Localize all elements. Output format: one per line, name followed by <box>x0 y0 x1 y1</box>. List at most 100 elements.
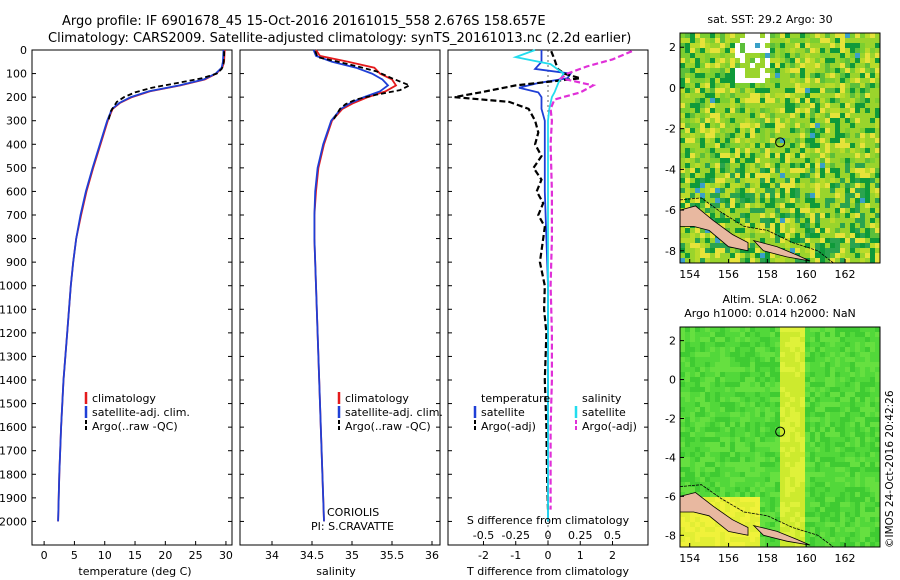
map-cell <box>715 63 720 68</box>
map-cell <box>755 223 760 228</box>
map-cell <box>680 397 685 402</box>
map-cell <box>765 108 770 113</box>
map-cell <box>725 502 730 507</box>
map-cell <box>870 143 875 148</box>
map-cell <box>855 138 860 143</box>
map-cell <box>805 457 810 462</box>
map-cell <box>780 397 785 402</box>
map-cell <box>820 53 825 58</box>
map-cell <box>760 507 765 512</box>
map-cell <box>875 502 880 507</box>
map-cell <box>875 522 880 527</box>
map-cell <box>825 143 830 148</box>
map-cell <box>745 63 750 68</box>
map-cell <box>740 68 745 73</box>
map-cell <box>805 98 810 103</box>
map-cell <box>790 352 795 357</box>
map-cell <box>790 437 795 442</box>
map-cell <box>780 113 785 118</box>
map-cell <box>855 422 860 427</box>
map-cell <box>800 138 805 143</box>
map-cell <box>715 118 720 123</box>
map-cell <box>685 38 690 43</box>
map-cell <box>735 412 740 417</box>
map-cell <box>710 337 715 342</box>
map-cell <box>720 507 725 512</box>
map-cell <box>780 402 785 407</box>
map-cell <box>725 507 730 512</box>
map-cell <box>710 477 715 482</box>
map-cell <box>795 38 800 43</box>
map-cell <box>875 223 880 228</box>
map-cell <box>780 417 785 422</box>
map-cell <box>725 392 730 397</box>
map-cell <box>720 178 725 183</box>
map-cell <box>710 63 715 68</box>
map-cell <box>775 43 780 48</box>
map-cell <box>845 58 850 63</box>
map-cell <box>735 517 740 522</box>
map-cell <box>765 402 770 407</box>
map-cell <box>835 397 840 402</box>
map-cell <box>865 73 870 78</box>
map-cell <box>835 402 840 407</box>
map-cell <box>720 497 725 502</box>
map-cell <box>685 512 690 517</box>
map-cell <box>715 53 720 58</box>
map-cell <box>865 153 870 158</box>
map-cell <box>760 482 765 487</box>
map-cell <box>705 43 710 48</box>
map-cell <box>770 203 775 208</box>
map-cell <box>815 442 820 447</box>
map-cell <box>775 123 780 128</box>
map-cell <box>815 487 820 492</box>
map-cell <box>810 73 815 78</box>
map-cell <box>835 203 840 208</box>
map-cell <box>845 148 850 153</box>
map-cell <box>710 502 715 507</box>
map-cell <box>830 248 835 253</box>
series-argo-raw-qc- <box>107 51 226 121</box>
map-cell <box>710 497 715 502</box>
map-cell <box>850 123 855 128</box>
map-cell <box>845 248 850 253</box>
map-cell <box>875 183 880 188</box>
map-cell <box>735 502 740 507</box>
map-cell <box>690 68 695 73</box>
map-cell <box>835 103 840 108</box>
map-cell <box>785 427 790 432</box>
series-temperature-satellite <box>518 50 573 522</box>
map-cell <box>875 512 880 517</box>
map-cell <box>825 73 830 78</box>
map-cell <box>730 143 735 148</box>
map-cell <box>775 163 780 168</box>
map-cell <box>825 527 830 532</box>
map-cell <box>865 123 870 128</box>
map-cell <box>770 253 775 258</box>
map-cell <box>735 148 740 153</box>
map-cell <box>725 73 730 78</box>
map-cell <box>715 243 720 248</box>
map-cell <box>755 233 760 238</box>
map-cell <box>835 342 840 347</box>
map-cell <box>810 462 815 467</box>
map-cell <box>730 437 735 442</box>
map-cell <box>825 43 830 48</box>
map-cell <box>760 402 765 407</box>
map-cell <box>865 218 870 223</box>
map-cell <box>755 153 760 158</box>
map-cell <box>815 402 820 407</box>
map-cell <box>790 53 795 58</box>
map-cell <box>695 382 700 387</box>
map-cell <box>745 427 750 432</box>
map-cell <box>785 158 790 163</box>
map-cell <box>685 73 690 78</box>
map-cell <box>850 58 855 63</box>
map-cell <box>710 397 715 402</box>
map-cell <box>795 208 800 213</box>
map-cell <box>745 213 750 218</box>
map-cell <box>750 243 755 248</box>
map-cell <box>710 462 715 467</box>
map-cell <box>775 522 780 527</box>
map-cell <box>705 542 710 547</box>
